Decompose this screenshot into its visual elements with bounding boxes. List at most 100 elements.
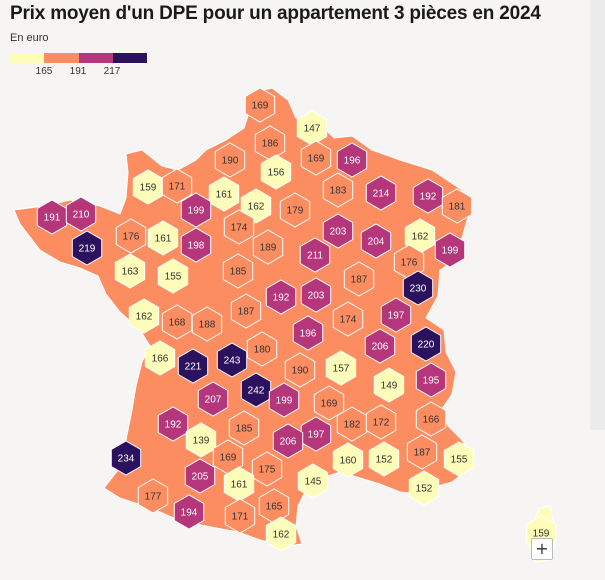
department-value-label: 162	[273, 530, 290, 541]
department-region[interactable]	[65, 196, 97, 232]
department-value-label: 149	[381, 381, 398, 392]
department-region[interactable]	[365, 175, 397, 211]
department-region[interactable]	[441, 188, 473, 224]
department-value-label: 205	[192, 472, 209, 483]
department-region[interactable]	[110, 440, 142, 476]
department-region[interactable]	[137, 478, 169, 514]
department-region[interactable]	[336, 142, 368, 178]
department-region[interactable]	[300, 416, 332, 452]
legend-tick-1: 165	[35, 66, 53, 77]
department-value-label: 204	[368, 237, 385, 248]
department-region[interactable]	[177, 348, 209, 384]
department-region[interactable]	[415, 362, 447, 398]
department-region[interactable]	[180, 192, 212, 228]
department-region[interactable]	[161, 168, 193, 204]
department-region[interactable]	[71, 230, 103, 266]
department-region[interactable]	[208, 176, 240, 212]
department-region[interactable]	[115, 218, 147, 254]
department-region[interactable]	[157, 406, 189, 442]
department-value-label: 181	[449, 202, 466, 213]
map-canvas[interactable]: 169 147 186 190 169 196 159 171 156 161 183 214 192 1…	[0, 0, 590, 580]
department-region[interactable]	[313, 385, 345, 421]
department-value-label: 199	[442, 246, 459, 257]
department-region[interactable]	[180, 227, 212, 263]
department-value-label: 203	[330, 227, 347, 238]
department-region[interactable]	[161, 304, 193, 340]
department-region[interactable]	[373, 367, 405, 403]
department-region[interactable]	[157, 258, 189, 294]
zoom-in-button[interactable]: +	[531, 538, 553, 560]
department-region[interactable]	[322, 172, 354, 208]
department-region[interactable]	[244, 87, 276, 123]
department-value-label: 211	[307, 251, 323, 262]
department-region[interactable]	[410, 326, 442, 362]
department-region[interactable]	[368, 441, 400, 477]
department-value-label: 234	[118, 454, 135, 465]
department-region[interactable]	[299, 237, 331, 273]
department-region[interactable]	[268, 382, 300, 418]
department-region[interactable]	[360, 223, 392, 259]
department-value-label: 197	[308, 430, 325, 441]
department-region[interactable]	[322, 213, 354, 249]
department-region[interactable]	[184, 458, 216, 494]
department-region[interactable]	[292, 315, 324, 351]
department-region[interactable]	[332, 442, 364, 478]
department-region[interactable]	[228, 410, 260, 446]
department-region[interactable]	[284, 352, 316, 388]
department-region[interactable]	[265, 516, 297, 552]
department-region[interactable]	[443, 441, 475, 477]
department-region[interactable]	[300, 140, 332, 176]
department-region[interactable]	[406, 434, 438, 470]
department-value-label: 187	[414, 448, 431, 459]
department-region[interactable]	[191, 306, 223, 342]
department-region[interactable]	[434, 232, 466, 268]
france-map[interactable]: 169 147 186 190 169 196 159 171 156 161 183 214 192 1…	[0, 0, 590, 580]
department-region[interactable]	[332, 301, 364, 337]
department-region[interactable]	[297, 463, 329, 499]
department-region[interactable]	[216, 342, 248, 378]
department-region[interactable]	[272, 423, 304, 459]
department-region[interactable]	[402, 270, 434, 306]
department-region[interactable]	[214, 142, 246, 178]
department-region[interactable]	[230, 293, 262, 329]
department-value-label: 174	[340, 315, 357, 326]
department-region[interactable]	[185, 422, 217, 458]
department-region[interactable]	[128, 298, 160, 334]
department-value-label: 155	[165, 272, 182, 283]
department-value-label: 176	[123, 232, 140, 243]
department-region[interactable]	[246, 331, 278, 367]
department-region[interactable]	[147, 220, 179, 256]
department-region[interactable]	[222, 253, 254, 289]
department-region[interactable]	[251, 451, 283, 487]
department-region[interactable]	[343, 261, 375, 297]
department-value-label: 171	[169, 182, 186, 193]
department-value-label: 243	[224, 356, 241, 367]
department-value-label: 139	[193, 436, 210, 447]
department-region[interactable]	[380, 297, 412, 333]
department-region[interactable]	[365, 404, 397, 440]
department-value-label: 198	[188, 241, 205, 252]
department-region[interactable]	[252, 229, 284, 265]
department-value-label: 187	[238, 307, 255, 318]
department-region[interactable]	[144, 340, 176, 376]
department-region[interactable]	[260, 154, 292, 190]
department-region[interactable]	[114, 253, 146, 289]
department-region[interactable]	[240, 372, 272, 408]
department-value-label: 145	[305, 477, 322, 488]
department-region[interactable]	[300, 277, 332, 313]
department-region[interactable]	[408, 470, 440, 506]
department-region[interactable]	[224, 498, 256, 534]
scrollbar-track[interactable]	[590, 0, 605, 430]
department-region[interactable]	[265, 279, 297, 315]
department-region[interactable]	[279, 192, 311, 228]
department-region[interactable]	[364, 328, 396, 364]
department-region[interactable]	[223, 209, 255, 245]
department-value-label: 175	[259, 465, 276, 476]
department-region[interactable]	[173, 494, 205, 530]
department-region[interactable]	[240, 188, 272, 224]
department-region[interactable]	[325, 350, 357, 386]
department-region[interactable]	[412, 178, 444, 214]
department-region[interactable]	[197, 381, 229, 417]
department-region[interactable]	[415, 401, 447, 437]
department-value-label: 152	[416, 484, 433, 495]
